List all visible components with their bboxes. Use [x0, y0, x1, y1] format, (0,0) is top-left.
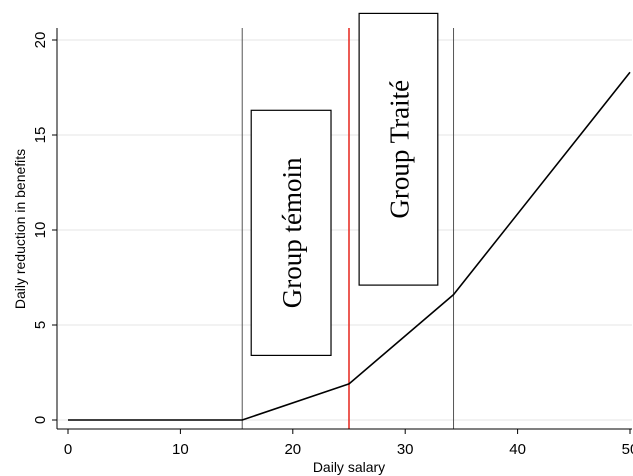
annotation-label: Group Traité — [384, 80, 414, 219]
y-tick-label: 0 — [32, 416, 49, 424]
y-axis-title: Daily reduction in benefits — [12, 149, 28, 309]
reference-lines — [241, 28, 455, 429]
series-layer — [68, 71, 631, 421]
x-axis-title: Daily salary — [313, 459, 385, 475]
x-tick-label: 30 — [397, 441, 414, 458]
y-tick-label: 10 — [32, 222, 49, 239]
x-tick-label: 10 — [172, 441, 189, 458]
annotation-layer: Group témoin Group Traité — [250, 12, 439, 357]
y-tick-label: 15 — [32, 127, 49, 144]
x-tick-label: 40 — [509, 441, 526, 458]
annotation-box — [358, 12, 439, 286]
x-tick-label: 50 — [622, 441, 633, 458]
series-line — [68, 71, 631, 421]
y-tick-label: 20 — [32, 32, 49, 49]
y-tick-label: 5 — [32, 321, 49, 329]
x-tick-label: 0 — [64, 441, 72, 458]
annotation-box — [250, 109, 332, 357]
x-tick-label: 20 — [284, 441, 301, 458]
axes: 0 5 10 15 20 0 10 20 30 40 50 — [32, 28, 633, 458]
gridlines — [58, 39, 632, 421]
annotation-label: Group témoin — [277, 157, 307, 308]
